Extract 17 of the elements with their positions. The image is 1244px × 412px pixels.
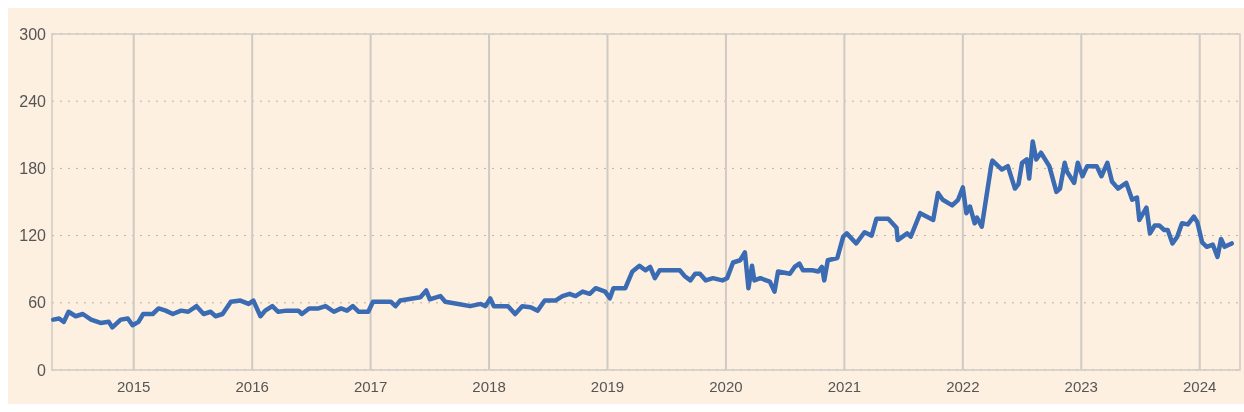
x-tick-label: 2023 [1064, 378, 1098, 395]
y-tick-label: 0 [37, 361, 47, 379]
x-tick-label: 2018 [472, 378, 506, 395]
y-tick-label: 60 [28, 294, 47, 312]
y-tick-label: 300 [19, 25, 47, 43]
x-tick-label: 2021 [827, 378, 862, 395]
x-tick-label: 2022 [946, 378, 980, 395]
y-tick-label: 120 [19, 227, 47, 245]
x-tick-label: 2015 [117, 378, 151, 395]
line-series [50, 139, 1234, 330]
y-tick-label: 180 [19, 160, 47, 177]
x-tick-label: 2019 [590, 378, 625, 395]
y-tick-label: 240 [19, 92, 47, 110]
x-tick-label: 2017 [353, 378, 388, 395]
x-tick-label: 2016 [235, 378, 269, 395]
x-tick-label: 2024 [1183, 378, 1217, 395]
x-tick-label: 2020 [709, 378, 743, 395]
